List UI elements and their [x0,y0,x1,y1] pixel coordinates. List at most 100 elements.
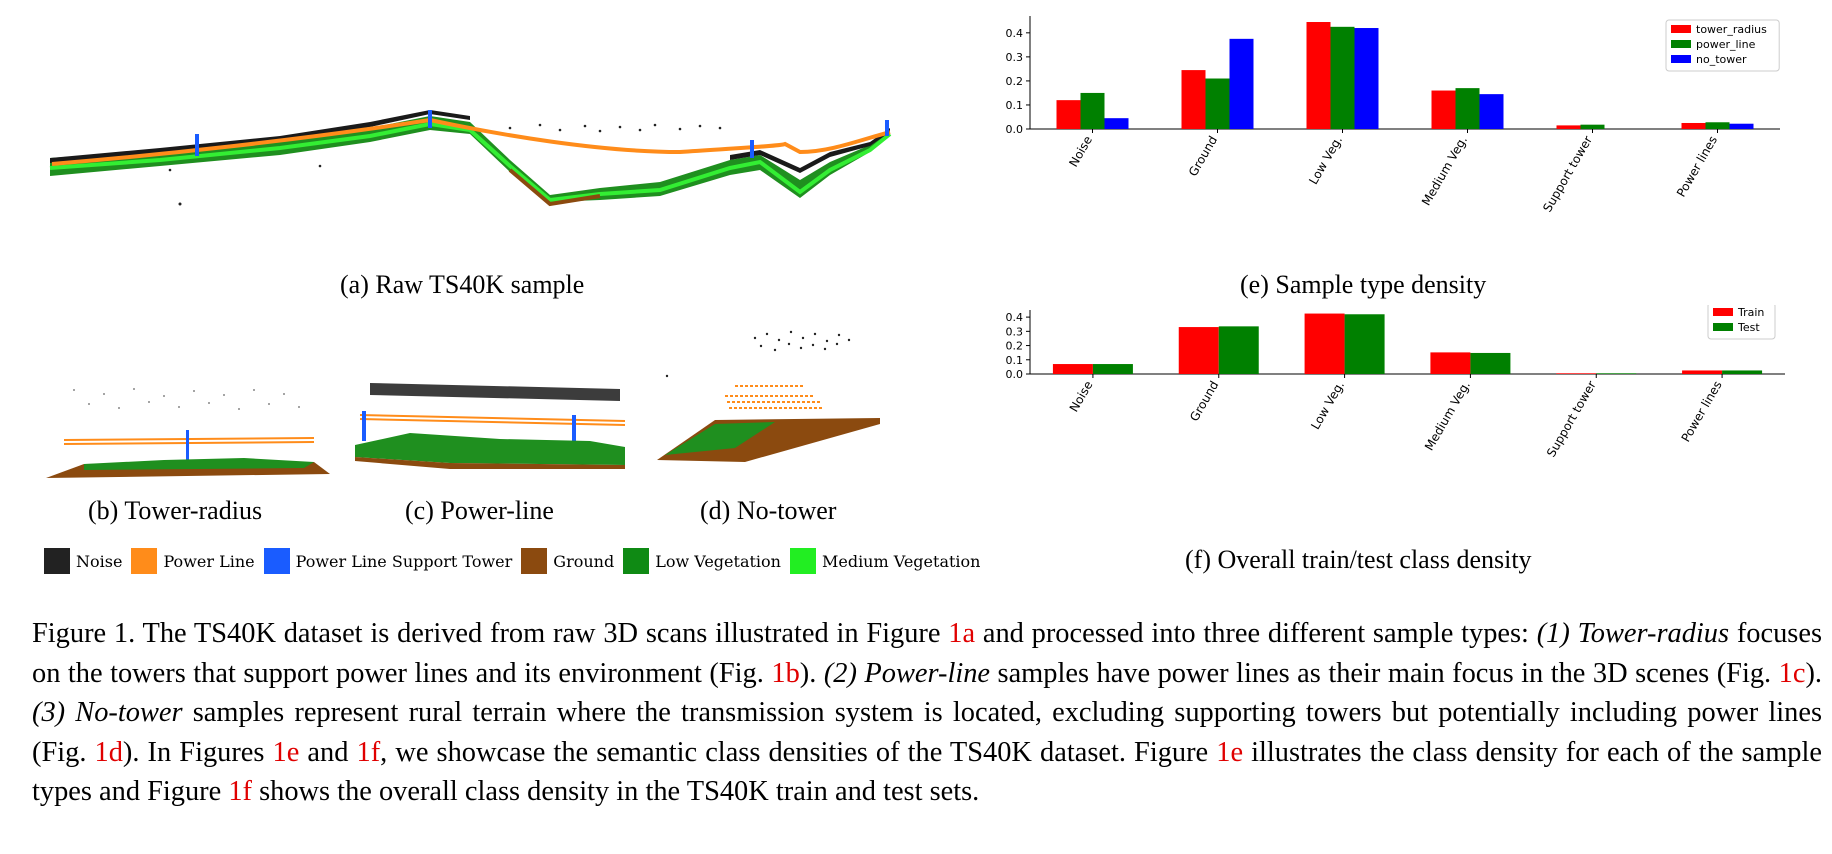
caption-text: samples represent rural terrain where th… [32,697,1822,768]
caption-text: samples have power lines as their main f… [990,657,1779,689]
y-tick-label: 0.1 [1006,99,1024,112]
class-legend-item: Noise [44,548,122,574]
bar-tower_radius [1681,122,1706,129]
bar-Test [1344,314,1385,374]
bar-tower_radius [1431,90,1456,129]
subcaption-f: (f) Overall train/test class density [1185,545,1532,574]
class-color-swatch [623,548,650,574]
bar-power_line [1455,88,1480,129]
legend-label: Test [1737,321,1760,334]
legend-swatch [1671,40,1691,48]
bar-no_tower [1729,123,1754,129]
bar-power_line [1080,92,1105,129]
x-tick-label: Noise [1067,379,1096,415]
bar-no_tower [1479,94,1504,129]
subcaption-c: (c) Power-line [405,496,554,525]
class-legend-item: Power Line Support Tower [263,548,513,574]
class-color-swatch [263,548,290,574]
bar-power_line [1705,122,1730,129]
figure-reference[interactable]: 1c [1778,657,1806,689]
figure-caption: Figure 1. The TS40K dataset is derived f… [32,614,1822,812]
x-tick-label: Ground [1186,134,1220,179]
y-tick-label: 0.0 [1006,368,1024,381]
y-tick-label: 0.2 [1006,75,1024,88]
y-tick-label: 0.3 [1006,51,1024,64]
figure-reference[interactable]: 1e [272,736,300,768]
caption-text: (3) No-tower [32,697,183,728]
legend-label: no_tower [1696,53,1747,66]
x-tick-label: Low Veg. [1306,134,1345,187]
train-test-density-chart: 0.00.10.2 0.30.4 Noise Ground Low Veg. Medium… [1006,305,1785,459]
bar-Test [1722,370,1763,374]
caption-text: ). [799,657,824,689]
bar-no_tower [1354,28,1379,129]
x-tick-label: Medium Veg. [1422,378,1473,452]
class-legend-item: Low Vegetation [623,548,781,574]
caption-text: illustrates the class density for each o… [32,736,1822,808]
bar-Test [1092,364,1133,374]
class-legend-item: Ground [521,548,614,574]
class-legend-label: Noise [76,551,123,571]
legend-label: power_line [1696,38,1756,51]
class-legend: Noise Power Line Power Line Support Tower G… [44,546,989,576]
bar-power_line [1580,124,1605,129]
bar-tower_radius [1306,22,1331,130]
class-legend-label: Medium Vegetation [821,551,981,571]
tower-radius-pointcloud [46,388,330,478]
figure-reference[interactable]: 1f [228,776,252,807]
subcaption-e: (e) Sample type density [1240,270,1487,299]
y-tick-label: 0.4 [1006,311,1024,324]
bar-Test [1470,352,1511,374]
x-tick-label: Power lines [1674,134,1720,200]
legend-swatch [1671,55,1691,63]
bar-Train [1304,313,1345,374]
bar-Train [1178,327,1219,374]
class-color-swatch [521,548,548,574]
legend-label: Train [1737,306,1764,319]
bar-tower_radius [1056,100,1081,129]
class-color-swatch [131,548,158,574]
legend-swatch [1713,308,1733,316]
figure-reference[interactable]: 1d [94,736,123,768]
class-legend-item: Medium Vegetation [789,548,981,574]
class-legend-item: Power Line [131,548,255,574]
caption-text: ). [1805,657,1823,689]
caption-text: (2) Power-line [823,657,991,689]
class-legend-label: Power Line Support Tower [295,551,513,571]
x-tick-label: Support tower [1544,378,1599,459]
y-tick-label: 0.2 [1006,340,1024,353]
bar-tower_radius [1556,125,1581,129]
figure-reference[interactable]: 1f [356,736,381,768]
bar-Train [1682,370,1723,374]
caption-text: ). In Figures [122,736,273,768]
caption-text: (1) Tower-radius [1536,618,1730,649]
bar-Test [1596,373,1637,374]
subcaption-d: (d) No-tower [700,496,837,525]
no-tower-pointcloud [657,330,880,462]
bar-no_tower [1229,38,1254,129]
legend-swatch [1671,25,1691,33]
caption-text: , we showcase the semantic class densiti… [380,736,1217,768]
caption-text: and [299,736,357,768]
class-legend-label: Power Line [163,551,255,571]
class-color-swatch [789,548,816,574]
x-tick-label: Low Veg. [1308,379,1347,432]
bar-power_line [1205,78,1230,129]
bar-tower_radius [1181,70,1206,129]
figure-reference[interactable]: 1b [771,657,800,689]
figure-reference[interactable]: 1e [1216,736,1244,768]
subcaption-b: (b) Tower-radius [88,496,263,525]
y-tick-label: 0.4 [1006,27,1024,40]
legend-label: tower_radius [1696,23,1767,36]
bar-Test [1218,326,1259,374]
class-legend-label: Ground [553,551,615,571]
x-tick-label: Noise [1066,134,1095,170]
bar-no_tower [1104,118,1129,129]
bar-Train [1052,364,1093,374]
x-tick-label: Power lines [1679,379,1725,445]
y-tick-label: 0.3 [1006,325,1024,338]
subcaption-a: (a) Raw TS40K sample [340,270,585,299]
caption-text: shows the overall class density in the T… [252,776,980,807]
figure-reference[interactable]: 1a [948,618,976,649]
bar-Train [1556,373,1597,374]
